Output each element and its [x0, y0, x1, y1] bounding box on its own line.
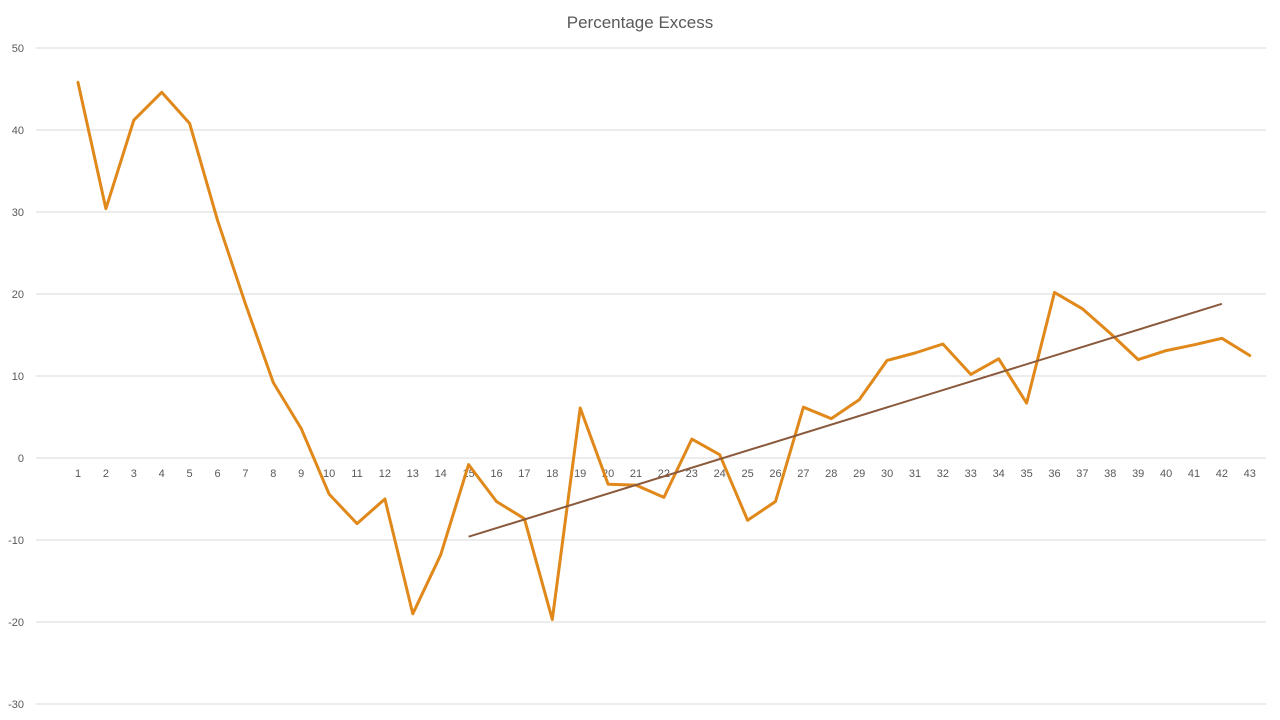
trendline-layer [468, 302, 1223, 538]
trendline [468, 302, 1223, 538]
x-tick-label: 41 [1188, 468, 1200, 480]
y-tick-label: -10 [8, 535, 24, 547]
x-tick-label: 23 [686, 468, 698, 480]
x-tick-label: 30 [881, 468, 893, 480]
x-tick-label: 26 [769, 468, 781, 480]
x-tick-label: 27 [797, 468, 809, 480]
x-tick-label: 13 [407, 468, 419, 480]
x-tick-label: 1 [75, 468, 81, 480]
x-tick-label: 35 [1020, 468, 1032, 480]
x-tick-label: 42 [1216, 468, 1228, 480]
gridlines [36, 47, 1266, 705]
y-axis-ticks: 50 40 30 20 10 0 -10 -20 -30 [8, 43, 24, 711]
x-tick-label: 40 [1160, 468, 1172, 480]
series-layer [76, 80, 1252, 621]
x-tick-label: 9 [298, 468, 304, 480]
x-tick-label: 33 [965, 468, 977, 480]
x-tick-label: 16 [490, 468, 502, 480]
x-tick-label: 39 [1132, 468, 1144, 480]
x-tick-label: 21 [630, 468, 642, 480]
x-tick-label: 43 [1244, 468, 1256, 480]
x-tick-label: 14 [435, 468, 447, 480]
x-tick-label: 34 [993, 468, 1005, 480]
y-tick-label: -20 [8, 617, 24, 629]
y-tick-label: -30 [8, 699, 24, 711]
x-tick-label: 2 [103, 468, 109, 480]
y-tick-label: 30 [12, 207, 24, 219]
y-tick-label: 40 [12, 125, 24, 137]
y-tick-label: 10 [12, 371, 24, 383]
x-axis-ticks: 1 2 3 4 5 6 7 8 9 10 11 12 13 14 15 16 17 18 19 20 21 22 23 24 2… [75, 468, 1256, 480]
x-tick-label: 18 [546, 468, 558, 480]
x-tick-label: 24 [714, 468, 726, 480]
x-tick-label: 7 [242, 468, 248, 480]
y-tick-label: 0 [18, 453, 24, 465]
series-line [76, 80, 1252, 621]
x-tick-label: 4 [159, 468, 165, 480]
x-tick-label: 25 [741, 468, 753, 480]
x-tick-label: 3 [131, 468, 137, 480]
x-tick-label: 11 [351, 468, 362, 480]
x-tick-label: 37 [1076, 468, 1088, 480]
x-tick-label: 19 [574, 468, 586, 480]
x-tick-label: 12 [379, 468, 391, 480]
x-tick-label: 31 [909, 468, 921, 480]
x-tick-label: 6 [214, 468, 220, 480]
x-tick-label: 5 [187, 468, 193, 480]
x-tick-label: 36 [1048, 468, 1060, 480]
x-tick-label: 32 [937, 468, 949, 480]
x-tick-label: 28 [825, 468, 837, 480]
chart-title: Percentage Excess [567, 13, 713, 32]
y-tick-label: 20 [12, 289, 24, 301]
x-tick-label: 38 [1104, 468, 1116, 480]
x-tick-label: 17 [518, 468, 530, 480]
x-tick-label: 8 [270, 468, 276, 480]
x-tick-label: 10 [323, 468, 335, 480]
x-tick-label: 29 [853, 468, 865, 480]
y-tick-label: 50 [12, 43, 24, 55]
